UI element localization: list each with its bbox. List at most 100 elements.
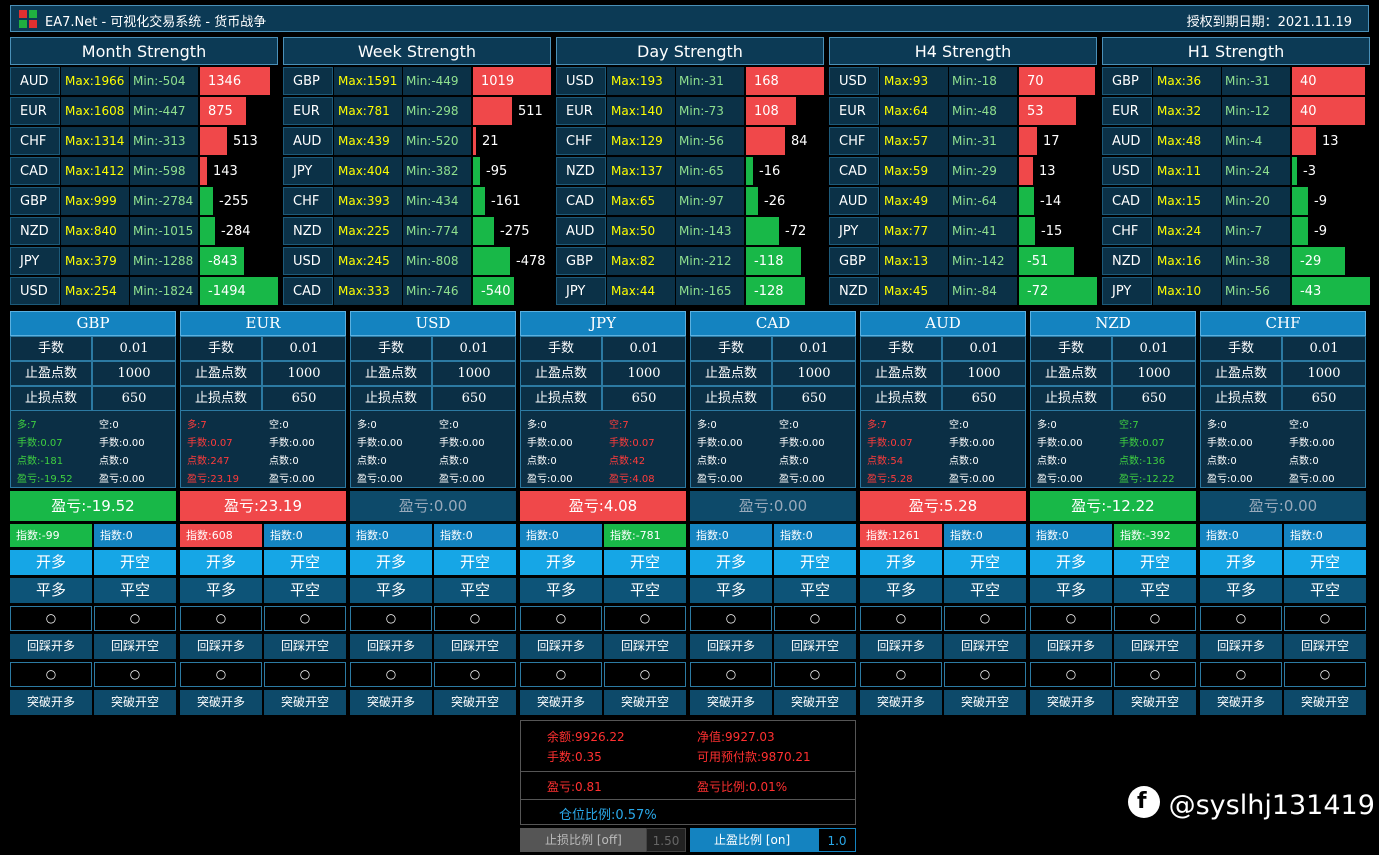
take-profit-input[interactable]: 1000 <box>262 361 346 386</box>
lots-input[interactable]: 0.01 <box>92 336 176 361</box>
stop-loss-input[interactable]: 650 <box>262 386 346 411</box>
breakout-short-indicator[interactable]: ○ <box>434 662 516 687</box>
breakout-long-indicator[interactable]: ○ <box>10 662 92 687</box>
lots-input[interactable]: 0.01 <box>1282 336 1366 361</box>
pullback-short-button[interactable]: 回踩开空 <box>944 634 1026 659</box>
tp-ratio-toggle[interactable]: 止盈比例 [on] <box>690 828 818 852</box>
breakout-short-indicator[interactable]: ○ <box>1114 662 1196 687</box>
pullback-short-indicator[interactable]: ○ <box>94 606 176 631</box>
open-long-button[interactable]: 开多 <box>10 550 92 575</box>
breakout-short-button[interactable]: 突破开空 <box>264 690 346 715</box>
breakout-long-indicator[interactable]: ○ <box>350 662 432 687</box>
breakout-short-button[interactable]: 突破开空 <box>944 690 1026 715</box>
pullback-short-button[interactable]: 回踩开空 <box>774 634 856 659</box>
pullback-long-indicator[interactable]: ○ <box>180 606 262 631</box>
open-short-button[interactable]: 开空 <box>264 550 346 575</box>
open-long-button[interactable]: 开多 <box>350 550 432 575</box>
close-long-button[interactable]: 平多 <box>690 578 772 603</box>
take-profit-input[interactable]: 1000 <box>432 361 516 386</box>
pullback-short-indicator[interactable]: ○ <box>434 606 516 631</box>
breakout-long-button[interactable]: 突破开多 <box>1030 690 1112 715</box>
close-long-button[interactable]: 平多 <box>350 578 432 603</box>
close-short-button[interactable]: 平空 <box>774 578 856 603</box>
lots-input[interactable]: 0.01 <box>1112 336 1196 361</box>
open-long-button[interactable]: 开多 <box>1030 550 1112 575</box>
pullback-long-button[interactable]: 回踩开多 <box>10 634 92 659</box>
breakout-short-button[interactable]: 突破开空 <box>94 690 176 715</box>
breakout-long-button[interactable]: 突破开多 <box>350 690 432 715</box>
breakout-short-indicator[interactable]: ○ <box>1284 662 1366 687</box>
pullback-long-button[interactable]: 回踩开多 <box>520 634 602 659</box>
close-short-button[interactable]: 平空 <box>264 578 346 603</box>
lots-input[interactable]: 0.01 <box>942 336 1026 361</box>
pullback-long-button[interactable]: 回踩开多 <box>350 634 432 659</box>
breakout-short-indicator[interactable]: ○ <box>604 662 686 687</box>
pullback-long-button[interactable]: 回踩开多 <box>690 634 772 659</box>
close-short-button[interactable]: 平空 <box>944 578 1026 603</box>
pullback-short-indicator[interactable]: ○ <box>604 606 686 631</box>
pullback-short-button[interactable]: 回踩开空 <box>1114 634 1196 659</box>
pullback-short-indicator[interactable]: ○ <box>944 606 1026 631</box>
breakout-long-button[interactable]: 突破开多 <box>180 690 262 715</box>
open-short-button[interactable]: 开空 <box>94 550 176 575</box>
breakout-long-indicator[interactable]: ○ <box>860 662 942 687</box>
close-long-button[interactable]: 平多 <box>520 578 602 603</box>
breakout-long-button[interactable]: 突破开多 <box>860 690 942 715</box>
stop-loss-input[interactable]: 650 <box>602 386 686 411</box>
open-long-button[interactable]: 开多 <box>690 550 772 575</box>
stop-loss-input[interactable]: 650 <box>432 386 516 411</box>
open-short-button[interactable]: 开空 <box>944 550 1026 575</box>
take-profit-input[interactable]: 1000 <box>1112 361 1196 386</box>
pullback-long-indicator[interactable]: ○ <box>520 606 602 631</box>
stop-loss-input[interactable]: 650 <box>1282 386 1366 411</box>
close-short-button[interactable]: 平空 <box>94 578 176 603</box>
pullback-short-indicator[interactable]: ○ <box>774 606 856 631</box>
open-short-button[interactable]: 开空 <box>1114 550 1196 575</box>
take-profit-input[interactable]: 1000 <box>772 361 856 386</box>
pullback-short-button[interactable]: 回踩开空 <box>434 634 516 659</box>
stop-loss-input[interactable]: 650 <box>92 386 176 411</box>
breakout-long-indicator[interactable]: ○ <box>1200 662 1282 687</box>
breakout-short-indicator[interactable]: ○ <box>774 662 856 687</box>
open-short-button[interactable]: 开空 <box>1284 550 1366 575</box>
stop-loss-input[interactable]: 650 <box>772 386 856 411</box>
breakout-long-button[interactable]: 突破开多 <box>690 690 772 715</box>
close-short-button[interactable]: 平空 <box>434 578 516 603</box>
close-short-button[interactable]: 平空 <box>1284 578 1366 603</box>
close-long-button[interactable]: 平多 <box>1200 578 1282 603</box>
stop-loss-input[interactable]: 650 <box>1112 386 1196 411</box>
pullback-long-indicator[interactable]: ○ <box>1200 606 1282 631</box>
breakout-short-button[interactable]: 突破开空 <box>604 690 686 715</box>
take-profit-input[interactable]: 1000 <box>1282 361 1366 386</box>
pullback-long-button[interactable]: 回踩开多 <box>180 634 262 659</box>
open-short-button[interactable]: 开空 <box>434 550 516 575</box>
pullback-long-indicator[interactable]: ○ <box>1030 606 1112 631</box>
open-long-button[interactable]: 开多 <box>520 550 602 575</box>
breakout-short-button[interactable]: 突破开空 <box>774 690 856 715</box>
close-short-button[interactable]: 平空 <box>604 578 686 603</box>
take-profit-input[interactable]: 1000 <box>92 361 176 386</box>
close-long-button[interactable]: 平多 <box>1030 578 1112 603</box>
close-long-button[interactable]: 平多 <box>860 578 942 603</box>
pullback-long-button[interactable]: 回踩开多 <box>1030 634 1112 659</box>
pullback-long-indicator[interactable]: ○ <box>860 606 942 631</box>
open-long-button[interactable]: 开多 <box>860 550 942 575</box>
breakout-long-indicator[interactable]: ○ <box>1030 662 1112 687</box>
breakout-short-indicator[interactable]: ○ <box>944 662 1026 687</box>
breakout-long-button[interactable]: 突破开多 <box>1200 690 1282 715</box>
pullback-short-button[interactable]: 回踩开空 <box>264 634 346 659</box>
breakout-long-indicator[interactable]: ○ <box>690 662 772 687</box>
sl-ratio-toggle[interactable]: 止损比例 [off] <box>520 828 646 852</box>
open-short-button[interactable]: 开空 <box>774 550 856 575</box>
breakout-short-button[interactable]: 突破开空 <box>1284 690 1366 715</box>
breakout-long-indicator[interactable]: ○ <box>180 662 262 687</box>
breakout-long-button[interactable]: 突破开多 <box>10 690 92 715</box>
pullback-short-indicator[interactable]: ○ <box>1114 606 1196 631</box>
close-long-button[interactable]: 平多 <box>180 578 262 603</box>
pullback-short-button[interactable]: 回踩开空 <box>94 634 176 659</box>
lots-input[interactable]: 0.01 <box>262 336 346 361</box>
pullback-short-button[interactable]: 回踩开空 <box>604 634 686 659</box>
pullback-short-indicator[interactable]: ○ <box>264 606 346 631</box>
pullback-long-button[interactable]: 回踩开多 <box>1200 634 1282 659</box>
breakout-short-indicator[interactable]: ○ <box>264 662 346 687</box>
